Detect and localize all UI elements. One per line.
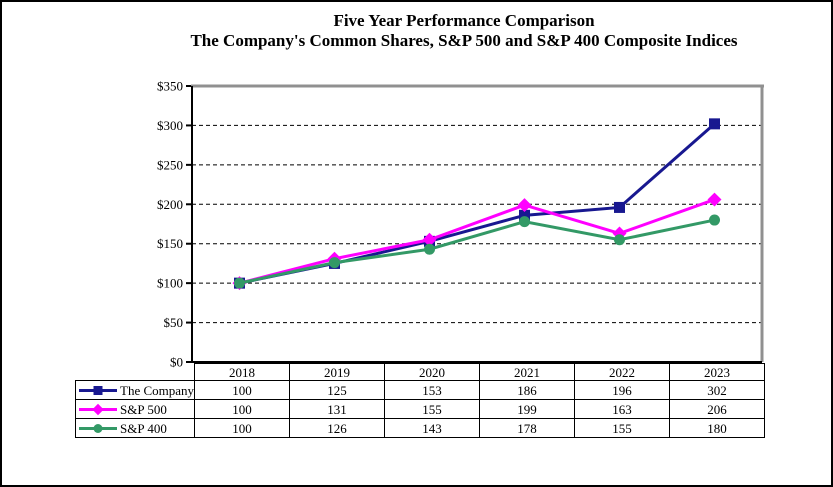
sp500-legend-marker-icon	[79, 403, 117, 416]
legend-label-the-company: The Company	[120, 382, 195, 398]
s-p-400-marker	[519, 216, 530, 228]
chart-title-line1: Five Year Performance Comparison	[333, 11, 595, 30]
legend-marker	[92, 403, 104, 415]
value-cell: 100	[194, 418, 291, 438]
s-p-400-marker	[709, 214, 720, 226]
s-p-400-marker	[614, 234, 625, 246]
s-p-400-marker	[329, 257, 340, 269]
value-cell: 178	[479, 418, 576, 438]
s-p-500-line	[239, 198, 716, 285]
y-axis-label: $0	[170, 355, 183, 370]
s-p-500-marker	[707, 192, 722, 207]
s-p-400-line	[239, 218, 715, 285]
value-cell: 163	[574, 399, 671, 419]
s-p-500-marker	[422, 232, 437, 247]
y-axis-label: $250	[157, 157, 183, 172]
the-company-legend-marker-icon	[79, 384, 117, 397]
value-cell: 302	[669, 380, 766, 400]
legend-cell-sp400: S&P 400	[74, 418, 196, 438]
s-p-500-marker	[517, 198, 532, 213]
value-cell: 100	[194, 380, 291, 400]
legend-cell-sp500: S&P 500	[74, 399, 196, 419]
year-header-cell: 2023	[669, 363, 766, 381]
legend-label-sp400: S&P 400	[120, 420, 167, 436]
the-company-marker	[614, 201, 625, 213]
value-cell: 155	[574, 418, 671, 438]
y-axis-label: $200	[157, 197, 183, 212]
value-cell: 125	[289, 380, 386, 400]
the-company-swatch-svg	[79, 385, 117, 395]
the-company-marker	[709, 118, 720, 130]
chart-title-line2: The Company's Common Shares, S&P 500 and…	[190, 31, 738, 50]
y-axis-label: $100	[157, 276, 183, 291]
year-header-row: 2018 2019 2020 2021 2022 2023	[76, 363, 766, 381]
year-header-cell: 2018	[194, 363, 291, 381]
y-axis-label: $150	[157, 236, 183, 251]
s-p-400-swatch-svg	[79, 423, 117, 433]
s-p-400-marker	[424, 243, 435, 255]
year-header-cell: 2021	[479, 363, 576, 381]
legend-cell-the-company: The Company	[74, 380, 196, 400]
performance-data-table: 2018 2019 2020 2021 2022 2023 The Compan…	[74, 363, 766, 438]
sp400-legend-marker-icon	[79, 422, 117, 435]
year-header-cell: 2020	[384, 363, 481, 381]
table-row-sp500: S&P 500 100 131 155 199 163 206	[74, 399, 766, 419]
value-cell: 199	[479, 399, 576, 419]
value-cell: 206	[669, 399, 766, 419]
year-header-cell: 2022	[574, 363, 671, 381]
value-cell: 143	[384, 418, 481, 438]
value-cell: 153	[384, 380, 481, 400]
chart-title: Five Year Performance Comparison The Com…	[93, 11, 831, 51]
s-p-400-marker	[234, 277, 245, 289]
value-cell: 100	[194, 399, 291, 419]
legend-label-sp500: S&P 500	[120, 401, 167, 417]
value-cell: 126	[289, 418, 386, 438]
the-company-marker	[519, 209, 530, 221]
y-axis-label: $50	[164, 315, 184, 330]
legend-marker	[93, 385, 103, 395]
legend-marker	[93, 423, 103, 433]
year-header-cell: 2019	[289, 363, 386, 381]
table-row-sp400: S&P 400 100 126 143 178 155 180	[74, 418, 766, 438]
y-axis-label: $300	[157, 118, 183, 133]
value-cell: 186	[479, 380, 576, 400]
value-cell: 180	[669, 418, 766, 438]
value-cell: 196	[574, 380, 671, 400]
y-axis-label: $350	[157, 79, 183, 94]
s-p-500-swatch-svg	[79, 403, 117, 415]
table-blank-corner	[76, 364, 195, 381]
value-cell: 131	[289, 399, 386, 419]
table-row-the-company: The Company 100 125 153 186 196 302	[74, 380, 766, 400]
the-company-line	[239, 122, 716, 285]
value-cell: 155	[384, 399, 481, 419]
